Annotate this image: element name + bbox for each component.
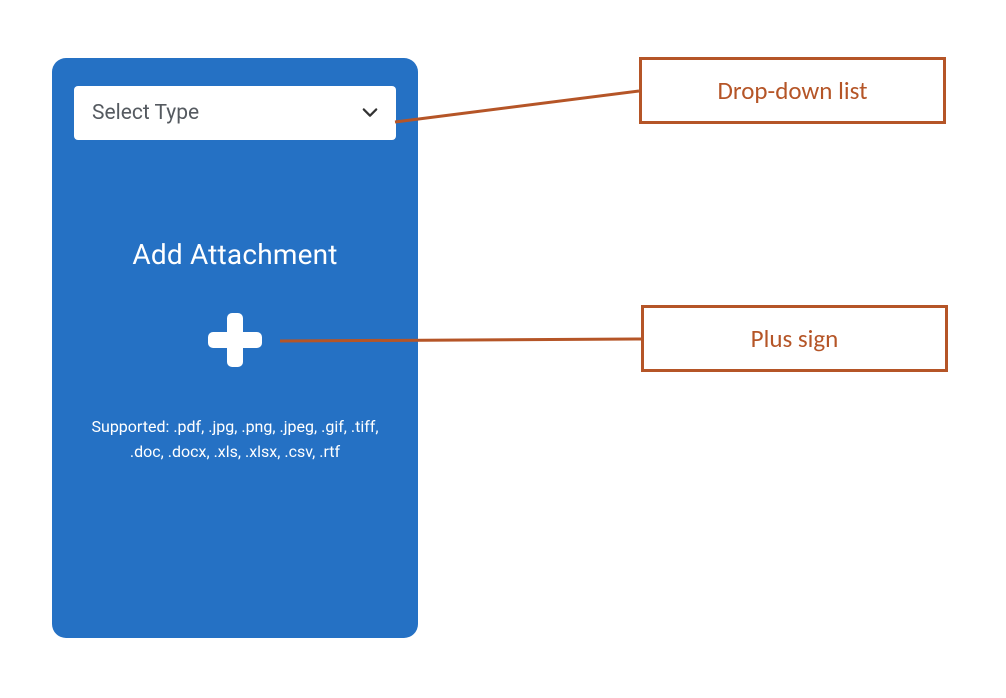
callout-dropdown: Drop-down list <box>639 57 946 124</box>
callout-dropdown-label: Drop-down list <box>718 75 868 106</box>
callout-plus: Plus sign <box>641 305 948 372</box>
callout-plus-label: Plus sign <box>751 323 839 354</box>
